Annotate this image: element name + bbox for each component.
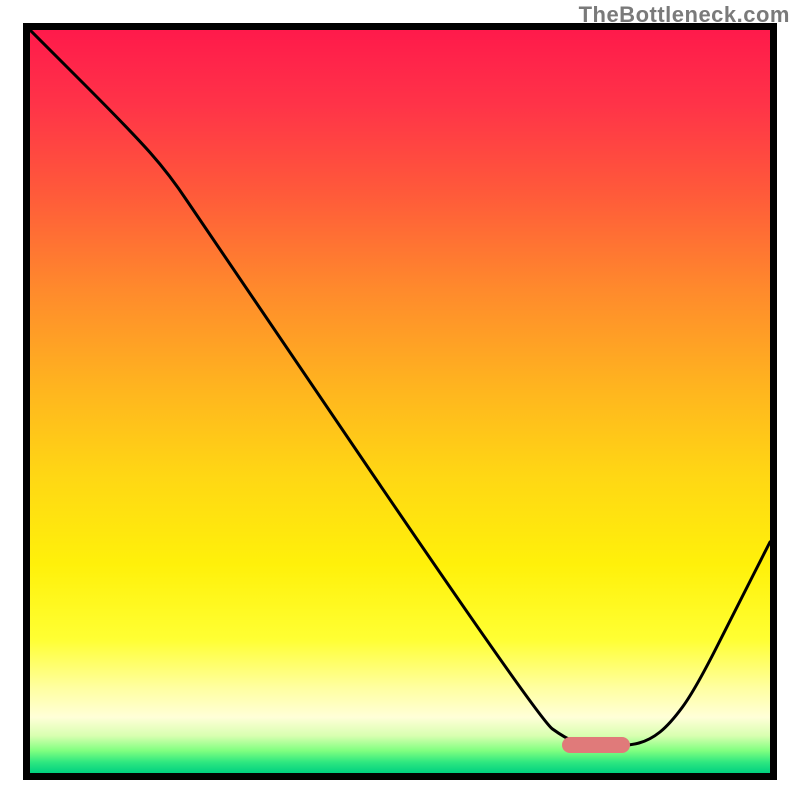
canvas: TheBottleneck.com (0, 0, 800, 800)
chart-plot-area (30, 30, 770, 773)
chart-marker-pill (562, 737, 630, 753)
chart-frame (23, 23, 777, 780)
watermark-text: TheBottleneck.com (579, 2, 790, 28)
chart-curve (30, 30, 770, 773)
